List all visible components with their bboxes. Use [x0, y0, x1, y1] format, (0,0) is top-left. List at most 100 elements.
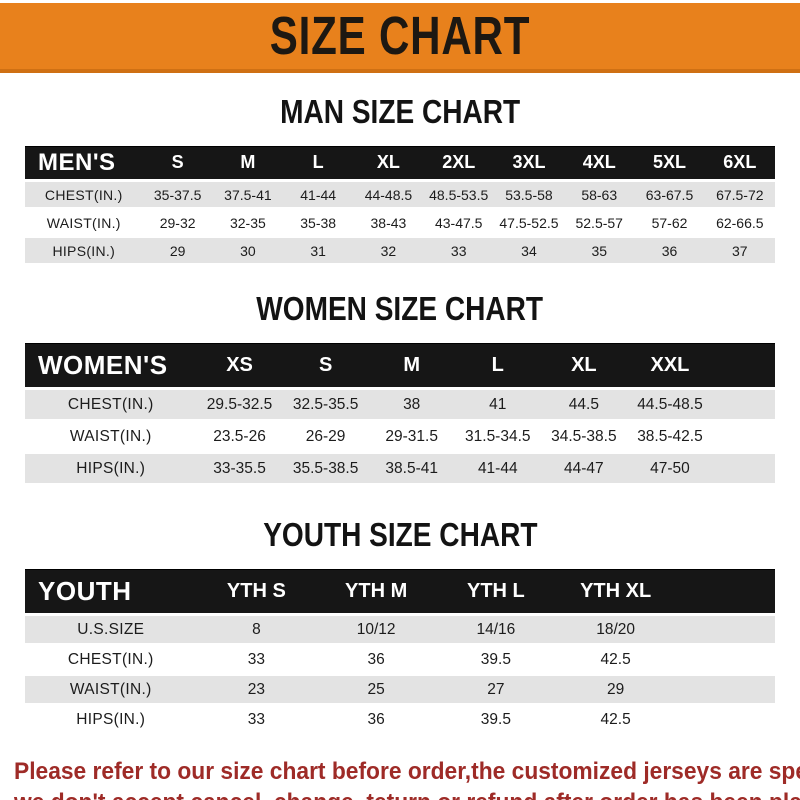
row-label: HIPS(IN.)	[25, 238, 143, 263]
size-column-header: M	[369, 343, 455, 387]
size-column-header: 6XL	[705, 146, 775, 179]
men-size-table: MEN'S S M L XL 2XL 3XL 4XL 5XL 6XL CHEST(IN.) 35-37…	[25, 143, 775, 266]
size-column-header: YTH S	[197, 569, 317, 613]
size-column-header: 4XL	[564, 146, 634, 179]
table-header-label: YOUTH	[25, 569, 197, 613]
filler-cell	[675, 646, 775, 673]
filler-cell	[675, 616, 775, 643]
disclaimer-line-2: we don't accept cancel, change, teturn o…	[14, 787, 800, 800]
size-value: 39.5	[436, 706, 556, 733]
row-label: CHEST(IN.)	[25, 182, 143, 207]
size-column-header: 2XL	[424, 146, 494, 179]
table-row: WAIST(IN.) 29-32 32-35 35-38 38-43 43-47.5 47.…	[25, 210, 775, 235]
filler-cell	[675, 676, 775, 703]
size-value: 29-32	[142, 210, 213, 235]
table-header-label: MEN'S	[25, 146, 143, 179]
size-value: 33-35.5	[196, 454, 283, 483]
size-value: 23.5-26	[196, 422, 283, 451]
youth-size-table: YOUTH YTH S YTH M YTH L YTH XL U.S.SIZE 8 10/12…	[25, 566, 775, 736]
size-value: 48.5-53.5	[423, 182, 494, 207]
size-value: 36	[316, 706, 436, 733]
size-value: 35	[564, 238, 635, 263]
table-row: HIPS(IN.) 33-35.5 35.5-38.5 38.5-41 41-44 44-…	[25, 454, 775, 483]
size-value: 43-47.5	[423, 210, 494, 235]
size-value: 57-62	[634, 210, 705, 235]
size-value: 18/20	[555, 616, 676, 643]
size-value: 42.5	[555, 706, 676, 733]
filler-cell	[713, 343, 775, 387]
size-value: 41-44	[454, 454, 541, 483]
size-value: 31	[283, 238, 354, 263]
table-header-label: WOMEN'S	[25, 343, 197, 387]
size-value: 29	[142, 238, 213, 263]
size-column-header: L	[283, 146, 353, 179]
size-value: 30	[212, 238, 284, 263]
men-section-title: MAN SIZE CHART	[280, 93, 520, 130]
size-value: 38-43	[353, 210, 424, 235]
table-row: WAIST(IN.) 23 25 27 29	[25, 676, 775, 703]
disclaimer-note: Please refer to our size chart before or…	[14, 756, 800, 800]
filler-cell	[676, 569, 776, 613]
filler-cell	[675, 706, 775, 733]
size-column-header: XL	[353, 146, 423, 179]
size-column-header: S	[143, 146, 213, 179]
table-header-row: YOUTH YTH S YTH M YTH L YTH XL	[25, 569, 775, 613]
row-label: WAIST(IN.)	[25, 210, 143, 235]
size-column-header: XL	[541, 343, 627, 387]
size-column-header: L	[455, 343, 541, 387]
women-size-table: WOMEN'S XS S M L XL XXL CHEST(IN.) 29.5-32.5 32.5…	[25, 340, 775, 486]
size-value: 34	[493, 238, 565, 263]
size-value: 47-50	[626, 454, 713, 483]
filler-cell	[713, 454, 775, 483]
size-value: 39.5	[436, 646, 556, 673]
size-value: 26-29	[282, 422, 369, 451]
table-row: HIPS(IN.) 33 36 39.5 42.5	[25, 706, 775, 733]
size-value: 23	[196, 676, 317, 703]
size-column-header: M	[213, 146, 283, 179]
table-header-row: WOMEN'S XS S M L XL XXL	[25, 343, 775, 387]
size-value: 37	[704, 238, 775, 263]
size-value: 44-48.5	[353, 182, 424, 207]
size-value: 62-66.5	[704, 210, 775, 235]
row-label: WAIST(IN.)	[25, 676, 197, 703]
row-label: WAIST(IN.)	[25, 422, 197, 451]
table-header-row: MEN'S S M L XL 2XL 3XL 4XL 5XL 6XL	[25, 146, 775, 179]
size-value: 38.5-42.5	[626, 422, 713, 451]
size-value: 41	[454, 390, 541, 419]
size-value: 32-35	[212, 210, 284, 235]
size-column-header: 3XL	[494, 146, 564, 179]
size-column-header: XXL	[627, 343, 713, 387]
row-label: CHEST(IN.)	[25, 646, 197, 673]
size-value: 35-37.5	[142, 182, 213, 207]
row-label: CHEST(IN.)	[25, 390, 197, 419]
size-chart-banner: SIZE CHART	[0, 3, 800, 73]
size-value: 29	[555, 676, 676, 703]
size-column-header: YTH M	[316, 569, 436, 613]
size-value: 8	[196, 616, 317, 643]
size-value: 33	[196, 646, 317, 673]
size-value: 10/12	[316, 616, 436, 643]
size-value: 27	[436, 676, 556, 703]
table-row: U.S.SIZE 8 10/12 14/16 18/20	[25, 616, 775, 643]
size-value: 53.5-58	[493, 182, 565, 207]
size-value: 58-63	[564, 182, 635, 207]
row-label: HIPS(IN.)	[25, 706, 197, 733]
size-value: 32	[353, 238, 424, 263]
size-value: 25	[316, 676, 436, 703]
row-label: U.S.SIZE	[25, 616, 197, 643]
size-value: 47.5-52.5	[493, 210, 565, 235]
size-value: 42.5	[555, 646, 676, 673]
size-value: 35-38	[283, 210, 354, 235]
size-column-header: S	[283, 343, 369, 387]
youth-size-section: YOUTH YTH S YTH M YTH L YTH XL U.S.SIZE 8 10/12…	[0, 566, 800, 736]
size-value: 67.5-72	[704, 182, 775, 207]
women-size-section: WOMEN'S XS S M L XL XXL CHEST(IN.) 29.5-32.5 32.5…	[0, 340, 800, 486]
size-value: 41-44	[283, 182, 354, 207]
size-value: 44-47	[540, 454, 627, 483]
size-column-header: YTH L	[436, 569, 556, 613]
size-value: 31.5-34.5	[454, 422, 541, 451]
size-value: 35.5-38.5	[282, 454, 369, 483]
disclaimer-line-1: Please refer to our size chart before or…	[14, 758, 800, 785]
table-row: CHEST(IN.) 35-37.5 37.5-41 41-44 44-48.5 48.5…	[25, 182, 775, 207]
